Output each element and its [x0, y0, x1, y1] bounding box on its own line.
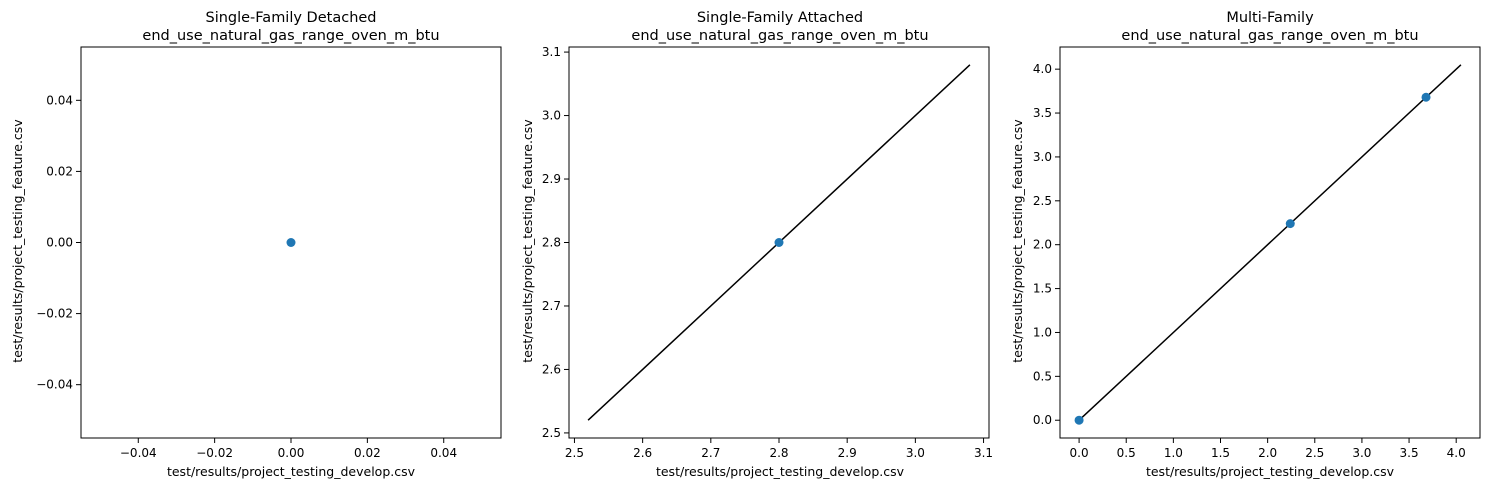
chart-title: Multi-Family: [1226, 10, 1314, 26]
y-axis-label: test/results/project_testing_feature.csv: [1010, 119, 1025, 363]
x-tick-label: 2.9: [838, 446, 857, 460]
x-tick-label: 0.00: [278, 446, 305, 460]
y-tick-label: 0.5: [1033, 369, 1052, 383]
panel-multi-family: Multi-Family end_use_natural_gas_range_o…: [1010, 10, 1481, 479]
chart-title: Single-Family Attached: [697, 10, 863, 26]
axes-frame: [80, 46, 502, 439]
y-tick-label: −0.04: [36, 378, 73, 392]
x-tick-label: 4.0: [1447, 446, 1466, 460]
plot-area: −0.04 −0.02 0.00 0.02 0.04 −0.04 −0.02 0.00 0.02…: [36, 46, 502, 460]
y-tick-label: 0.00: [46, 236, 73, 250]
chart-subtitle: end_use_natural_gas_range_oven_m_btu: [631, 28, 928, 44]
x-tick-label: 0.04: [430, 446, 457, 460]
x-tick-label: 2.6: [633, 446, 652, 460]
x-tick-label: 3.5: [1400, 446, 1419, 460]
y-tick-label: 2.5: [542, 426, 561, 440]
x-tick-label: 1.5: [1211, 446, 1230, 460]
y-tick-label: 3.0: [542, 109, 561, 123]
x-axis-label: test/results/project_testing_develop.csv: [167, 464, 416, 479]
x-tick-label: 0.5: [1117, 446, 1136, 460]
y-tick-label: −0.02: [36, 307, 73, 321]
x-tick-label: 3.0: [1352, 446, 1371, 460]
y-tick-label: 0.04: [46, 93, 73, 107]
x-tick-label: 2.7: [701, 446, 720, 460]
scatter-point: [1285, 219, 1295, 229]
y-tick-label: 2.5: [1033, 194, 1052, 208]
y-tick-label: 4.0: [1033, 62, 1052, 76]
x-tick-label: 0.02: [354, 446, 381, 460]
scatter-point: [1074, 415, 1084, 425]
plot-area: 2.5 2.6 2.7 2.8 2.9 3.0 3.1 2.5 2.6 2.7 2.8 2.9 3.0 3…: [542, 45, 993, 460]
y-axis-label: test/results/project_testing_feature.csv: [10, 119, 25, 363]
y-tick-label: 3.5: [1033, 106, 1052, 120]
x-tick-label: 3.0: [906, 446, 925, 460]
x-tick-label: 1.0: [1164, 446, 1183, 460]
x-tick-label: −0.04: [120, 446, 157, 460]
x-tick-label: 3.1: [974, 446, 993, 460]
y-tick-label: 2.0: [1033, 238, 1052, 252]
x-tick-label: 2.5: [565, 446, 584, 460]
chart-subtitle: end_use_natural_gas_range_oven_m_btu: [142, 28, 439, 44]
y-tick-label: 1.5: [1033, 282, 1052, 296]
y-tick-label: 2.7: [542, 299, 561, 313]
x-axis-label: test/results/project_testing_develop.csv: [1146, 464, 1395, 479]
x-tick-label: −0.02: [196, 446, 233, 460]
axes-frame: [1059, 46, 1481, 439]
scatter-point: [774, 238, 784, 247]
y-tick-label: 3.1: [542, 45, 561, 59]
y-tick-label: 1.0: [1033, 325, 1052, 339]
plot-area: 0.0 0.5 1.0 1.5 2.0 2.5 3.0 3.5 4.0 0.0 0.5 1.0 1.5 2…: [1033, 46, 1481, 460]
x-tick-label: 2.0: [1258, 446, 1277, 460]
y-tick-label: 3.0: [1033, 150, 1052, 164]
x-axis-label: test/results/project_testing_develop.csv: [656, 464, 905, 479]
x-tick-label: 0.0: [1070, 446, 1089, 460]
chart-subtitle: end_use_natural_gas_range_oven_m_btu: [1121, 28, 1418, 44]
y-tick-label: 2.8: [542, 236, 561, 250]
y-tick-label: 2.6: [542, 362, 561, 376]
chart-title: Single-Family Detached: [205, 10, 376, 26]
panel-single-family-attached: Single-Family Attached end_use_natural_g…: [520, 10, 993, 479]
y-tick-label: 2.9: [542, 172, 561, 186]
y-axis-label: test/results/project_testing_feature.csv: [520, 119, 535, 363]
scatter-point: [286, 238, 296, 247]
scatter-point: [1421, 92, 1431, 102]
y-tick-label: 0.02: [46, 164, 73, 178]
y-tick-label: 0.0: [1033, 413, 1052, 427]
x-tick-label: 2.8: [769, 446, 788, 460]
x-tick-label: 2.5: [1305, 446, 1324, 460]
panel-single-family-detached: Single-Family Detached end_use_natural_g…: [10, 10, 502, 479]
axes-frame: [568, 46, 990, 439]
reference-line: [1078, 64, 1462, 421]
